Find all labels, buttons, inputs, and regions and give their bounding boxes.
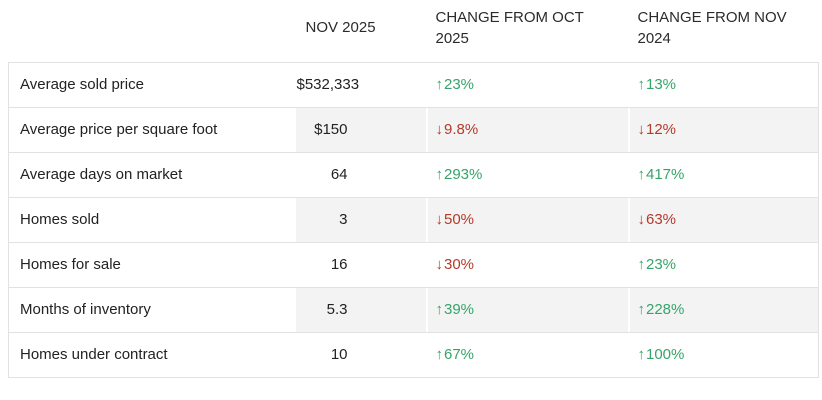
change-indicator: ↑ 67% — [436, 346, 475, 363]
up-arrow-icon: ↑ — [637, 346, 646, 363]
change-cell: ↑ 23% — [425, 61, 628, 107]
row-label: Average sold price — [8, 61, 296, 107]
change-value: 23% — [646, 256, 677, 273]
change-cell: ↑ 417% — [627, 151, 819, 197]
row-label: Homes under contract — [8, 331, 296, 378]
change-indicator: ↓ 50% — [436, 211, 475, 228]
row-value: 5.3 — [295, 286, 426, 332]
table-row: Average sold price $532,333 ↑ 23% ↑ 13% — [8, 61, 819, 107]
change-value: 13% — [646, 76, 677, 93]
change-value: 63% — [646, 211, 677, 228]
row-label: Months of inventory — [8, 286, 296, 332]
row-value: 3 — [295, 196, 426, 242]
table-row: Homes under contract 10 ↑ 67% ↑ 100% — [8, 331, 819, 378]
change-cell: ↑ 23% — [627, 241, 819, 287]
down-arrow-icon: ↓ — [435, 121, 444, 138]
up-arrow-icon: ↑ — [637, 256, 646, 273]
change-value: 67% — [444, 346, 475, 363]
market-stats-table: NOV 2025 CHANGE FROM OCT 2025 CHANGE FRO… — [8, 0, 819, 378]
row-label: Average price per square foot — [8, 106, 296, 152]
table-row: Months of inventory 5.3 ↑ 39% ↑ 228% — [8, 286, 819, 332]
row-value: $150 — [295, 106, 426, 152]
change-cell: ↑ 228% — [627, 286, 819, 332]
change-value: 293% — [444, 166, 483, 183]
change-indicator: ↑ 293% — [436, 166, 483, 183]
change-cell: ↓ 12% — [627, 106, 819, 152]
row-value: 64 — [295, 151, 426, 197]
change-indicator: ↑ 23% — [638, 256, 677, 273]
table-row: Homes for sale 16 ↓ 30% ↑ 23% — [8, 241, 819, 287]
stats-table-container: NOV 2025 CHANGE FROM OCT 2025 CHANGE FRO… — [8, 0, 819, 378]
change-value: 50% — [444, 211, 475, 228]
up-arrow-icon: ↑ — [435, 166, 444, 183]
up-arrow-icon: ↑ — [435, 76, 444, 93]
change-value: 12% — [646, 121, 677, 138]
column-header-nov-2025: NOV 2025 — [305, 19, 376, 37]
up-arrow-icon: ↑ — [435, 301, 444, 318]
row-value: 10 — [295, 331, 426, 378]
table-row: Homes sold 3 ↓ 50% ↓ 63% — [8, 196, 819, 242]
change-indicator: ↑ 228% — [638, 301, 685, 318]
change-cell: ↑ 39% — [425, 286, 628, 332]
change-indicator: ↓ 63% — [638, 211, 677, 228]
change-indicator: ↑ 39% — [436, 301, 475, 318]
change-value: 30% — [444, 256, 475, 273]
table-row: Average days on market 64 ↑ 293% ↑ 417% — [8, 151, 819, 197]
up-arrow-icon: ↑ — [637, 301, 646, 318]
up-arrow-icon: ↑ — [637, 166, 646, 183]
change-indicator: ↑ 417% — [638, 166, 685, 183]
column-header-metric — [9, 0, 296, 62]
change-indicator: ↑ 100% — [638, 346, 685, 363]
change-cell: ↓ 63% — [627, 196, 819, 242]
change-value: 23% — [444, 76, 475, 93]
row-label: Homes for sale — [8, 241, 296, 287]
change-cell: ↑ 67% — [425, 331, 628, 378]
change-indicator: ↑ 13% — [638, 76, 677, 93]
column-header-change-from-oct-2025: CHANGE FROM OCT 2025 — [435, 8, 584, 47]
row-value: $532,333 — [295, 61, 426, 107]
change-indicator: ↓ 9.8% — [436, 121, 479, 138]
change-indicator: ↑ 23% — [436, 76, 475, 93]
row-value: 16 — [295, 241, 426, 287]
change-value: 100% — [646, 346, 685, 363]
change-value: 9.8% — [444, 121, 479, 138]
change-cell: ↑ 100% — [627, 331, 819, 378]
change-cell: ↓ 9.8% — [425, 106, 628, 152]
change-cell: ↑ 13% — [627, 61, 819, 107]
change-cell: ↑ 293% — [425, 151, 628, 197]
header-row: NOV 2025 CHANGE FROM OCT 2025 CHANGE FRO… — [9, 0, 819, 62]
change-value: 228% — [646, 301, 685, 318]
down-arrow-icon: ↓ — [435, 256, 444, 273]
change-value: 39% — [444, 301, 475, 318]
change-indicator: ↓ 30% — [436, 256, 475, 273]
column-header-change-from-nov-2024: CHANGE FROM NOV 2024 — [637, 8, 787, 47]
down-arrow-icon: ↓ — [637, 211, 646, 228]
up-arrow-icon: ↑ — [435, 346, 444, 363]
up-arrow-icon: ↑ — [637, 76, 646, 93]
down-arrow-icon: ↓ — [637, 121, 646, 138]
change-indicator: ↓ 12% — [638, 121, 677, 138]
table-body: Average sold price $532,333 ↑ 23% ↑ 13% Averag… — [8, 61, 819, 378]
change-cell: ↓ 50% — [425, 196, 628, 242]
down-arrow-icon: ↓ — [435, 211, 444, 228]
row-label: Homes sold — [8, 196, 296, 242]
table-row: Average price per square foot $150 ↓ 9.8% ↓ 1… — [8, 106, 819, 152]
row-label: Average days on market — [8, 151, 296, 197]
change-value: 417% — [646, 166, 685, 183]
change-cell: ↓ 30% — [425, 241, 628, 287]
